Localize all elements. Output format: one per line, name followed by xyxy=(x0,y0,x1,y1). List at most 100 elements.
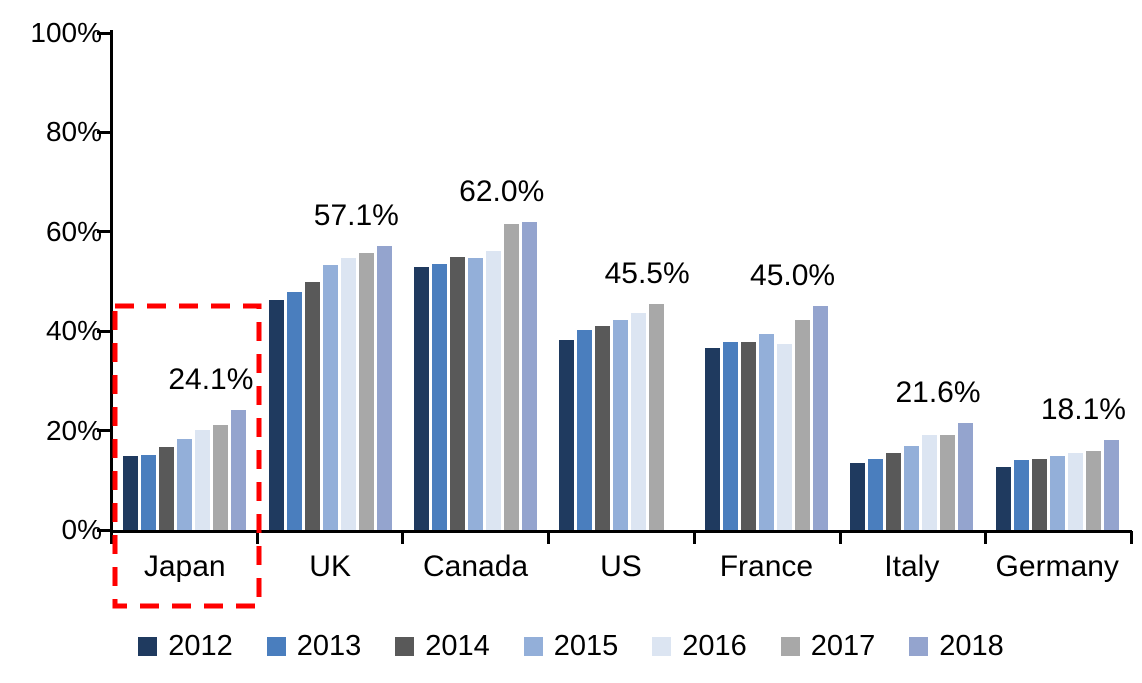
bar-france-2015 xyxy=(758,334,774,530)
category-label-us: US xyxy=(600,550,642,583)
category-label-japan: Japan xyxy=(143,550,226,583)
legend-item-2017: 2017 xyxy=(780,630,876,662)
legend-item-2016: 2016 xyxy=(652,630,747,662)
bar-canada-2016 xyxy=(486,250,502,530)
bar-france-2018 xyxy=(812,306,828,530)
legend-label: 2013 xyxy=(296,630,362,662)
y-axis-line xyxy=(110,30,113,533)
x-tick-mark xyxy=(692,531,696,544)
category-label-germany: Germany xyxy=(995,550,1119,583)
data-label-italy: 21.6% xyxy=(895,375,981,409)
x-tick-mark xyxy=(838,531,842,544)
data-label-canada: 62.0% xyxy=(459,174,545,208)
bar-canada-2014 xyxy=(450,256,466,530)
bar-france-2014 xyxy=(740,342,756,530)
legend-swatch-icon xyxy=(395,636,415,656)
bar-germany-2018 xyxy=(1103,440,1119,530)
bar-uk-2018 xyxy=(376,246,392,530)
x-axis-line xyxy=(110,530,1132,533)
category-label-uk: UK xyxy=(309,550,351,583)
bar-japan-2014 xyxy=(159,447,175,530)
legend-label: 2017 xyxy=(810,630,876,662)
bar-uk-2015 xyxy=(322,265,338,530)
bar-japan-2017 xyxy=(213,424,229,530)
y-tick-label: 20% xyxy=(45,414,102,446)
x-tick-mark xyxy=(1130,531,1133,544)
y-tick-label: 80% xyxy=(45,116,102,148)
bar-canada-2012 xyxy=(414,266,430,530)
bar-us-2016 xyxy=(631,313,647,530)
legend-item-2015: 2015 xyxy=(523,630,619,662)
bar-us-2017 xyxy=(649,303,665,530)
bar-group-canada: 62.0% xyxy=(403,33,548,530)
bar-uk-2012 xyxy=(268,299,284,530)
bar-germany-2017 xyxy=(1085,450,1101,530)
y-tick-mark xyxy=(97,429,111,433)
legend-label: 2014 xyxy=(425,630,490,662)
bar-group-us: 45.5% xyxy=(548,33,693,530)
bar-france-2013 xyxy=(722,342,738,530)
data-label-germany: 18.1% xyxy=(1040,393,1126,427)
bar-italy-2016 xyxy=(922,435,938,530)
legend: 2012 2013 2014 2015 2016 2017 2018 xyxy=(0,630,1142,662)
data-label-france: 45.0% xyxy=(750,259,836,293)
legend-swatch-icon xyxy=(652,636,672,656)
bar-japan-2016 xyxy=(195,430,211,530)
bar-italy-2017 xyxy=(940,434,956,530)
bar-japan-2018 xyxy=(231,410,247,530)
x-tick-mark xyxy=(110,531,113,544)
data-label-japan: 24.1% xyxy=(168,363,254,397)
legend-item-2014: 2014 xyxy=(395,630,490,662)
y-tick-label: 0% xyxy=(61,514,102,545)
y-tick-label: 100% xyxy=(30,17,102,48)
bar-germany-2015 xyxy=(1049,456,1065,530)
y-tick-mark xyxy=(97,528,111,532)
bar-canada-2018 xyxy=(522,221,538,530)
x-tick-mark xyxy=(401,531,405,544)
legend-swatch-icon xyxy=(266,636,286,656)
bar-canada-2017 xyxy=(504,224,520,530)
bar-france-2016 xyxy=(776,344,792,530)
legend-label: 2012 xyxy=(168,630,233,662)
bar-us-2015 xyxy=(613,320,629,530)
y-tick-mark xyxy=(97,329,111,333)
legend-swatch-icon xyxy=(780,636,800,656)
x-tick-mark xyxy=(547,531,551,544)
legend-swatch-icon xyxy=(909,636,929,656)
legend-item-2018: 2018 xyxy=(909,630,1004,662)
bar-japan-2012 xyxy=(123,455,139,530)
data-label-uk: 57.1% xyxy=(313,199,399,233)
category-axis-labels: Japan UK Canada US France Italy Germany xyxy=(112,549,1130,585)
bar-germany-2014 xyxy=(1031,458,1047,530)
bar-france-2017 xyxy=(794,319,810,530)
bar-group-france: 45.0% xyxy=(694,33,839,530)
bar-group-uk: 57.1% xyxy=(257,33,402,530)
legend-swatch-icon xyxy=(523,636,543,656)
bar-us-2012 xyxy=(559,339,575,530)
bar-us-2014 xyxy=(595,325,611,530)
plot-area: 24.1% 57.1% 62.0% 45.5% 45.0% 21.6% 18.1% xyxy=(112,33,1130,530)
bar-italy-2015 xyxy=(904,446,920,530)
bar-group-japan: 24.1% xyxy=(112,33,257,530)
bar-uk-2017 xyxy=(358,253,374,530)
bar-canada-2015 xyxy=(468,257,484,530)
category-label-italy: Italy xyxy=(884,550,940,583)
bar-us-2013 xyxy=(577,330,593,530)
bar-canada-2013 xyxy=(432,264,448,530)
bar-group-italy: 21.6% xyxy=(839,33,984,530)
bar-france-2012 xyxy=(704,348,720,530)
category-label-france: France xyxy=(719,550,814,583)
bar-italy-2018 xyxy=(958,422,974,530)
bar-italy-2012 xyxy=(850,463,866,530)
bar-uk-2014 xyxy=(304,281,320,530)
y-tick-label: 60% xyxy=(45,215,102,247)
y-tick-label: 40% xyxy=(45,315,102,347)
y-tick-mark xyxy=(97,130,111,134)
legend-label: 2015 xyxy=(553,630,619,662)
bar-group-germany: 18.1% xyxy=(985,33,1130,530)
legend-label: 2016 xyxy=(682,630,747,662)
bar-italy-2014 xyxy=(886,453,902,530)
data-label-us: 45.5% xyxy=(604,256,690,290)
bar-uk-2016 xyxy=(340,258,356,530)
